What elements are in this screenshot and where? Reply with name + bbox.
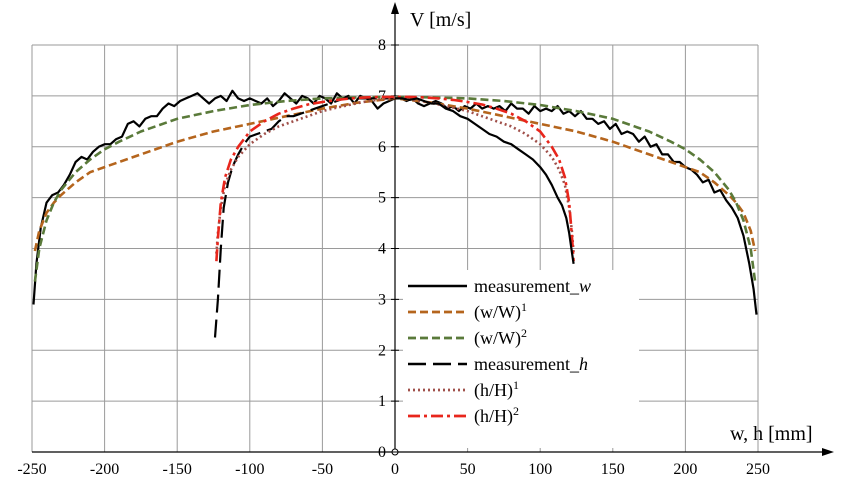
x-tick-label: -150	[163, 461, 192, 478]
series-line	[213, 97, 395, 338]
x-tick-label: 200	[673, 461, 697, 478]
y-tick-label: 8	[378, 37, 386, 54]
legend-label: (h/H)1	[474, 378, 519, 401]
x-tick-labels: -250 -200 -150 -100 -50 0 50 100 150 200 250	[17, 461, 770, 478]
x-tick-label: -50	[312, 461, 333, 478]
x-tick-label: 250	[746, 461, 770, 478]
y-tick-label: 2	[378, 342, 386, 359]
y-tick-label: 1	[378, 393, 386, 410]
legend-label: (w/W)1	[474, 300, 527, 323]
x-axis-label: w, h [mm]	[730, 423, 813, 445]
x-axis-arrow	[822, 448, 834, 456]
x-tick-label: 50	[460, 461, 476, 478]
legend-label: measurement_w	[474, 276, 591, 296]
series-line	[215, 95, 575, 262]
legend-label: (h/H)2	[474, 404, 519, 427]
y-tick-label: 3	[378, 291, 386, 308]
x-tick-label: -100	[235, 461, 264, 478]
x-tick-label: 150	[601, 461, 625, 478]
series-layer	[32, 89, 758, 338]
legend-label: measurement_h	[474, 354, 588, 374]
x-tick-label: -200	[90, 461, 119, 478]
series-line	[33, 95, 757, 282]
y-tick-label: 0	[378, 444, 386, 461]
x-tick-label: 0	[391, 461, 399, 478]
legend: measurement_w (w/W)1 (w/W)2 measurement_h (h…	[408, 276, 591, 427]
y-tick-label: 6	[378, 139, 386, 156]
y-axis-label: V [m/s]	[410, 9, 471, 31]
x-tick-label: 100	[528, 461, 552, 478]
series-line	[395, 97, 575, 264]
x-tick-label: -250	[17, 461, 46, 478]
y-axis-arrow	[391, 2, 399, 14]
legend-label: (w/W)2	[474, 326, 527, 349]
axes	[32, 2, 834, 456]
y-tick-label: 5	[378, 190, 386, 207]
legend-background	[403, 270, 639, 448]
y-tick-label: 4	[378, 241, 386, 258]
